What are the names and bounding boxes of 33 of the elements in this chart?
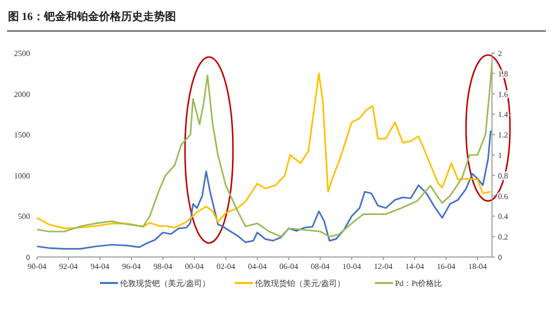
x-tick-label: 92-04 (59, 262, 78, 271)
x-tick-label: 90-04 (28, 262, 46, 271)
x-tick-label: 98-04 (154, 262, 172, 271)
y-tick-label: 0 (26, 253, 30, 262)
y2-tick-label: 0 (498, 253, 502, 262)
x-tick-label: 18-04 (468, 262, 487, 271)
legend-label: Pd：Pt价格比 (395, 279, 442, 288)
y-tick-label: 2000 (14, 90, 30, 99)
x-tick-label: 96-04 (122, 262, 141, 271)
y2-tick-label: 0.6 (498, 192, 508, 201)
y2-tick-label: 1 (498, 151, 502, 160)
x-tick-label: 04-04 (248, 262, 267, 271)
x-tick-label: 12-04 (374, 262, 393, 271)
x-tick-label: 08-04 (310, 262, 330, 271)
legend-label: 伦敦现货铂（美元/盎司） (255, 279, 346, 288)
y2-tick-label: 1.2 (498, 130, 508, 140)
y2-tick-label: 0.4 (498, 212, 508, 222)
y-tick-label: 2500 (14, 49, 30, 58)
y2-tick-label: 0.2 (498, 232, 508, 242)
x-tick-label: 10-04 (342, 262, 362, 271)
x-tick-label: 06-04 (279, 262, 298, 271)
x-tick-label: 14-04 (405, 262, 424, 271)
y-tick-label: 1000 (14, 171, 30, 180)
chart-title: 图 16：钯金和铂金价格历史走势图 (8, 10, 176, 23)
y-tick-label: 1500 (14, 130, 30, 140)
x-tick-label: 16-04 (436, 262, 456, 271)
legend-label: 伦敦现货钯（美元/盎司） (120, 279, 210, 288)
y2-tick-label: 1.4 (498, 110, 508, 120)
x-tick-label: 02-04 (216, 262, 236, 271)
y2-tick-label: 2 (498, 49, 502, 58)
x-tick-label: 00-04 (185, 262, 204, 271)
x-tick-label: 94-04 (90, 262, 110, 271)
y-tick-label: 500 (18, 212, 30, 222)
